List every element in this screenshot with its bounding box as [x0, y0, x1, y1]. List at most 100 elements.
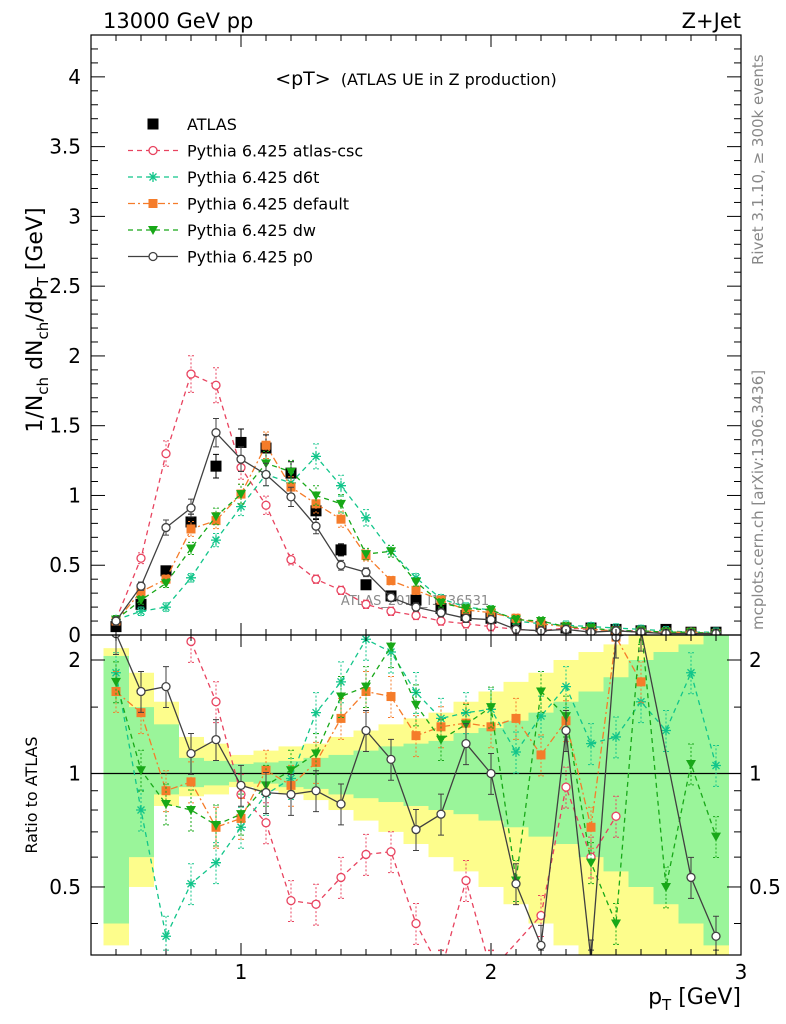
- ratio-point-p0: [486, 768, 496, 779]
- data-point-default: [336, 514, 346, 524]
- main-title: <pT>: [275, 68, 331, 90]
- ratio-point-default: [161, 786, 171, 796]
- band-green-bin: [603, 677, 629, 872]
- error-bar: [188, 541, 194, 556]
- data-point-atlas_csc: [361, 599, 371, 609]
- data-point-p0: [261, 469, 271, 480]
- svg-text:pT [GeV]: pT [GeV]: [648, 985, 741, 1014]
- data-point-default: [136, 587, 146, 597]
- ratio-point-atlas_csc: [411, 918, 421, 929]
- data-point-atlas: [185, 516, 197, 528]
- band-green-bin: [153, 724, 179, 795]
- data-point-d6t: [311, 451, 321, 462]
- ratio-point-p0: [436, 809, 446, 819]
- ratio-point-dw: [111, 677, 121, 687]
- data-point-p0: [336, 560, 346, 570]
- data-point-atlas: [235, 436, 247, 448]
- ratio-point-p0: [536, 940, 546, 951]
- y-tick-label: 0: [68, 623, 81, 647]
- ratio-point-default: [336, 713, 346, 723]
- ratio-point-dw: [236, 810, 246, 820]
- y-tick-label: 4: [68, 65, 81, 89]
- ratio-point-p0: [386, 754, 396, 765]
- data-point-p0: [136, 581, 146, 591]
- ratio-point-p0: [311, 786, 321, 796]
- legend-entry-atlas: ATLAS: [147, 115, 237, 134]
- ratio-point-dw: [411, 700, 421, 710]
- ratio-point-d6t: [511, 747, 521, 758]
- y-tick-label: 2: [68, 344, 81, 368]
- ratio-point-p0: [561, 725, 571, 736]
- ratio-point-d6t: [211, 857, 221, 868]
- data-point-p0: [161, 522, 171, 533]
- ratio-point-dw: [186, 806, 196, 816]
- ratio-point-p0: [711, 931, 721, 941]
- rivet-version-label: Rivet 3.1.10, ≥ 300k events: [749, 54, 767, 265]
- y-tick-label: 3.5: [49, 135, 81, 159]
- ratio-point-d6t: [386, 647, 396, 658]
- data-point-d6t: [161, 602, 171, 613]
- error-bar: [213, 532, 219, 548]
- legend-marker: [148, 251, 158, 262]
- ratio-series-group: [111, 635, 721, 964]
- y-tick-label: 1.5: [49, 414, 81, 438]
- legend-entry-d6t: Pythia 6.425 d6t: [128, 168, 319, 187]
- x-tick-label: 3: [735, 960, 748, 984]
- data-point-p0: [411, 602, 421, 612]
- error-bar: [113, 635, 119, 656]
- ratio-point-d6t: [611, 731, 621, 742]
- x-tick-label: 1: [235, 960, 248, 984]
- data-point-d6t: [186, 572, 196, 583]
- legend-entry-atlas_csc: Pythia 6.425 atlas-csc: [128, 142, 363, 161]
- data-point-dw: [236, 490, 246, 500]
- ratio-point-p0: [587, 956, 595, 964]
- ratio-point-p0: [136, 686, 146, 697]
- ratio-point-atlas_csc: [211, 697, 221, 707]
- ratio-point-dw: [386, 642, 396, 652]
- data-point-p0: [361, 567, 371, 577]
- data-point-atlas: [210, 460, 222, 472]
- ratio-point-d6t: [561, 681, 571, 692]
- y-tick-label: 0.5: [49, 553, 81, 577]
- data-point-atlas: [310, 505, 322, 517]
- ratio-point-default: [386, 692, 396, 702]
- legend-label: Pythia 6.425 dw: [187, 221, 316, 240]
- data-point-atlas: [160, 565, 172, 577]
- ratio-point-p0: [161, 681, 171, 692]
- ratio-point-p0: [336, 799, 346, 809]
- data-point-atlas: [335, 544, 347, 556]
- ratio-point-dw: [586, 858, 596, 868]
- main-subtitle: (ATLAS UE in Z production): [341, 70, 557, 89]
- ratio-line-default: [115, 635, 642, 829]
- data-point-dw: [211, 512, 221, 522]
- data-point-dw: [486, 605, 496, 615]
- legend-marker: [147, 118, 159, 130]
- band-green-bin: [578, 691, 604, 858]
- data-point-d6t: [361, 512, 371, 523]
- legend-entry-p0: Pythia 6.425 p0: [128, 248, 313, 267]
- ratio-point-d6t: [161, 931, 171, 942]
- ratio-point-d6t: [586, 738, 596, 749]
- ratio-y-tick-label-right: 1: [749, 761, 762, 785]
- ratio-y-tick-label-right: 2: [749, 648, 762, 672]
- ratio-point-d6t: [186, 878, 196, 889]
- ratio-point-p0: [211, 734, 221, 745]
- ratio-point-dw: [311, 749, 321, 759]
- data-point-dw: [136, 596, 146, 606]
- data-point-p0: [186, 503, 196, 513]
- ratio-point-default: [636, 677, 646, 687]
- legend-label: Pythia 6.425 atlas-csc: [187, 142, 363, 161]
- ratio-point-atlas_csc: [461, 875, 471, 886]
- ratio-point-p0: [411, 824, 421, 835]
- legend-entry-default: Pythia 6.425 default: [128, 195, 349, 214]
- error-bar: [288, 459, 294, 484]
- data-point-d6t: [236, 501, 246, 512]
- ratio-point-atlas_csc: [386, 847, 396, 857]
- error-bar: [188, 521, 194, 537]
- y-tick-label: 1: [68, 483, 81, 507]
- ratio-point-dw: [361, 682, 371, 692]
- legend-entry-dw: Pythia 6.425 dw: [128, 221, 316, 240]
- band-green-bin: [653, 652, 679, 905]
- ratio-point-p0: [361, 725, 371, 736]
- data-point-p0: [461, 613, 471, 623]
